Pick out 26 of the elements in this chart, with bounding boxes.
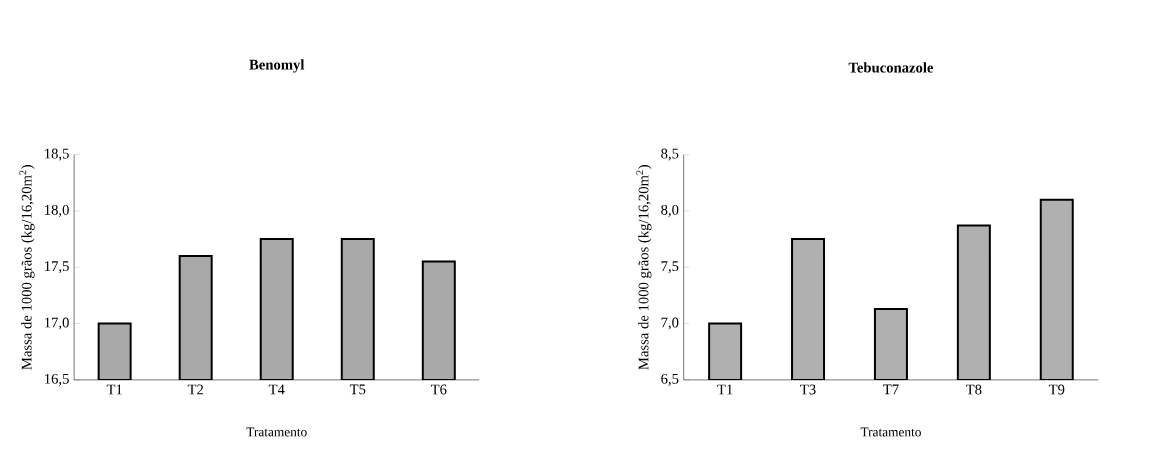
- y-tick-label: 6,5: [661, 374, 679, 387]
- x-tick-label: T1: [106, 384, 122, 395]
- chart-title: Benomyl: [249, 59, 305, 73]
- y-tick-label: 8,0: [661, 205, 679, 218]
- y-tick-label: 8,5: [661, 148, 679, 161]
- x-tick-label: T2: [187, 384, 204, 395]
- x-tick-label: T6: [430, 384, 447, 395]
- x-axis-title: Tratamento: [860, 427, 921, 437]
- y-tick-label: 7,0: [661, 317, 679, 330]
- chart-title: Tebuconazole: [848, 62, 934, 73]
- y-tick-label: 18,0: [45, 205, 69, 218]
- x-tick-label: T7: [883, 384, 899, 395]
- x-tick-label: T3: [800, 384, 816, 395]
- y-axis-title: Massa de 1000 grãos (kg/16,20m$^{2}$): [636, 165, 652, 370]
- x-axis-title: Tratamento: [246, 427, 307, 437]
- x-tick-label: T4: [268, 384, 285, 395]
- y-tick-label: 7,5: [661, 261, 679, 274]
- x-tick-label: T9: [1048, 384, 1065, 395]
- y-tick-label: 16,5: [45, 374, 69, 387]
- y-axis-title: Massa de 1000 grãos (kg/16,20m$^{2}$): [19, 165, 35, 370]
- x-tick-label: T1: [717, 384, 733, 395]
- x-tick-label: T8: [965, 384, 982, 395]
- y-tick-label: 17,0: [45, 317, 69, 330]
- y-tick-label: 18,5: [45, 148, 69, 161]
- y-tick-label: 17,5: [45, 261, 69, 274]
- x-tick-label: T5: [349, 384, 366, 395]
